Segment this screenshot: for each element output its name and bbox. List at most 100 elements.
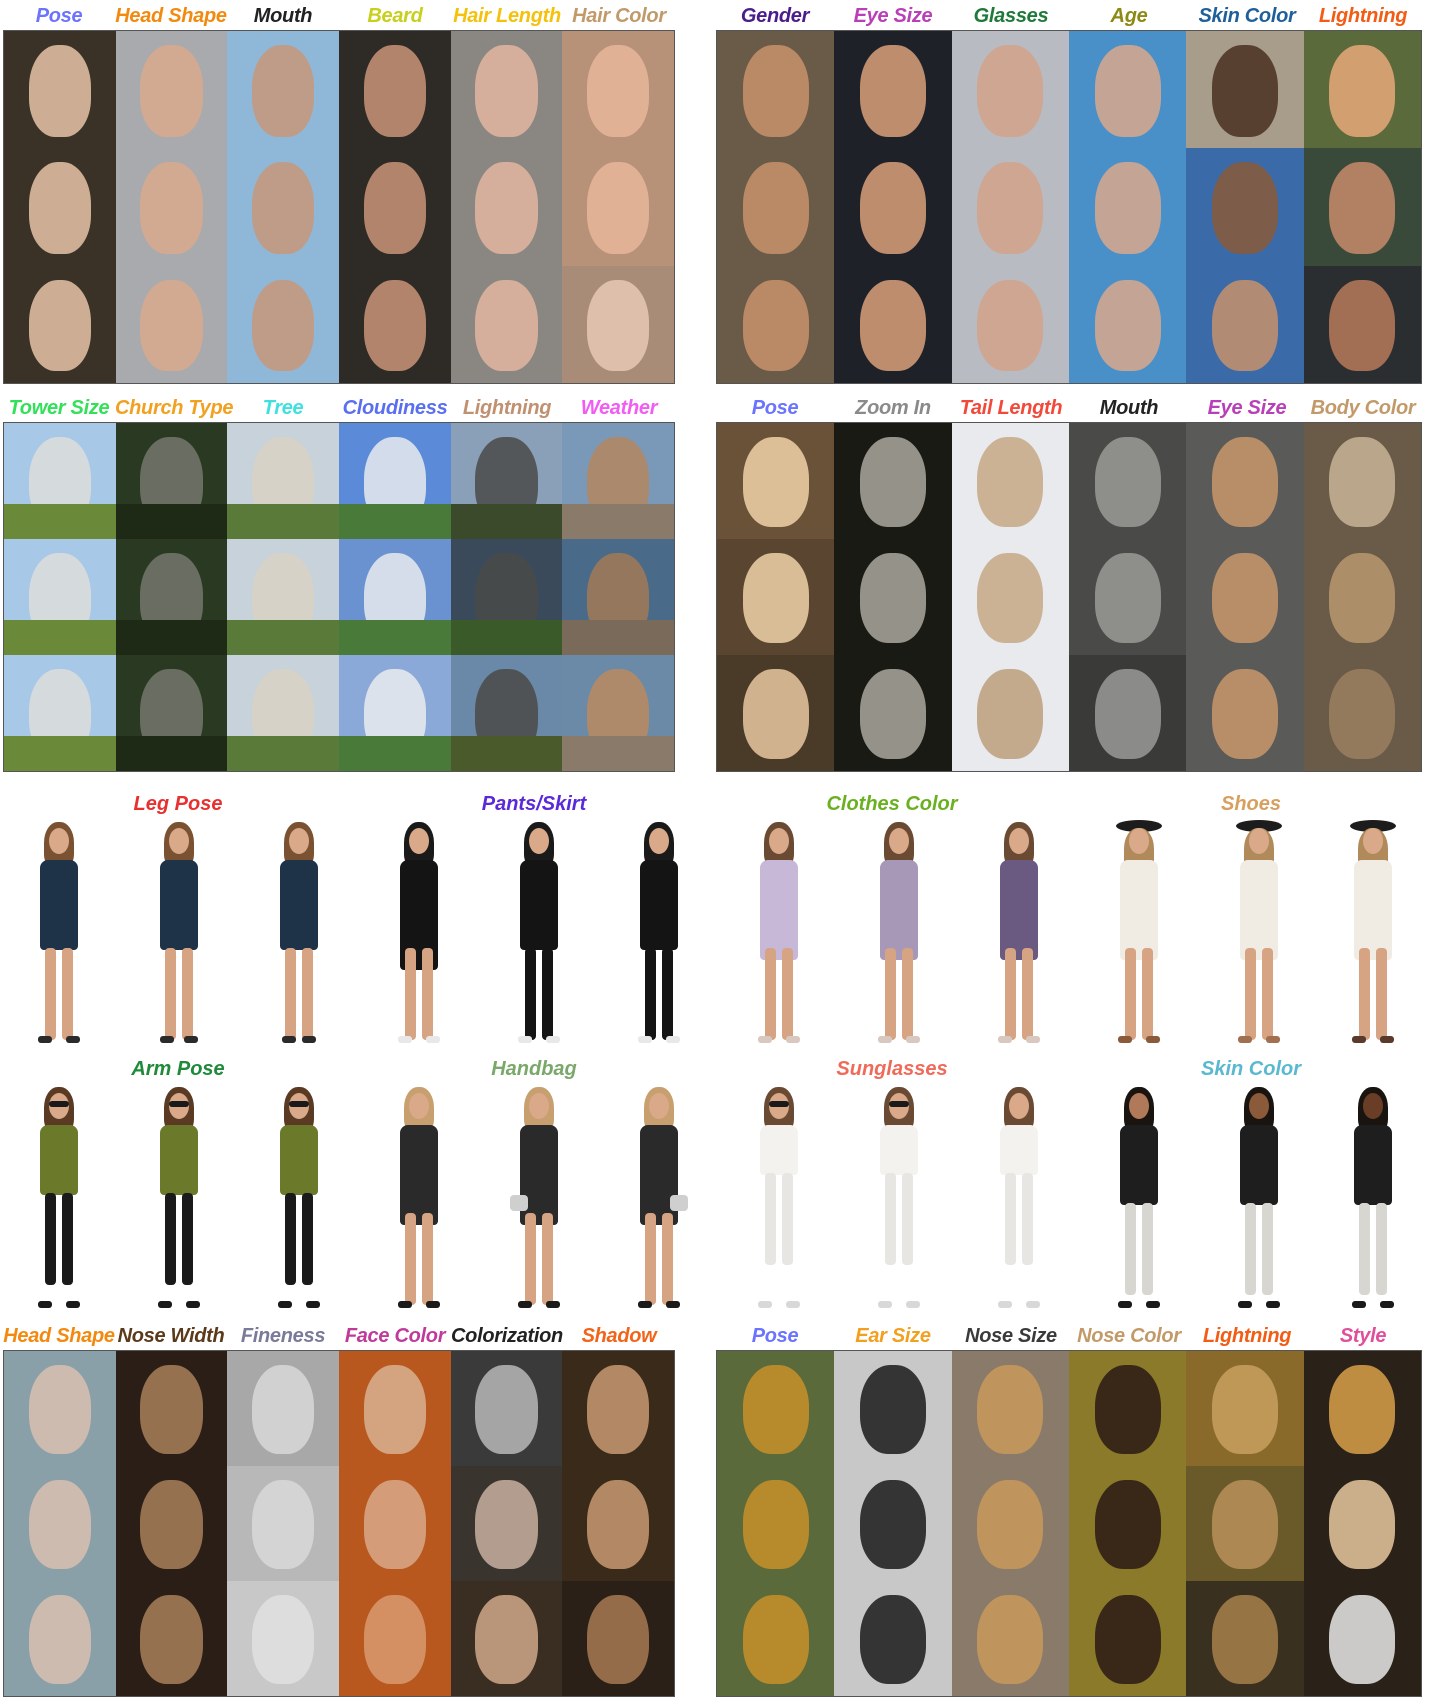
church-image bbox=[4, 539, 116, 655]
animal-image bbox=[834, 1466, 952, 1581]
label-eye-size: Eye Size bbox=[853, 5, 933, 27]
fashion-model-image bbox=[616, 820, 702, 1050]
fashion-model-image bbox=[496, 820, 582, 1050]
portrait-image bbox=[227, 1351, 339, 1466]
label-nose-width: Nose Width bbox=[117, 1325, 225, 1347]
portrait-image bbox=[115, 1351, 228, 1466]
fashion-model-image bbox=[256, 820, 342, 1050]
label-body-color: Body Color bbox=[1310, 397, 1416, 419]
label-colorization: Colorization bbox=[451, 1325, 563, 1347]
cat-image bbox=[1303, 655, 1421, 771]
portrait-image bbox=[562, 1466, 674, 1581]
face-image bbox=[1069, 31, 1187, 149]
face-image bbox=[562, 31, 674, 149]
label-glasses: Glasses bbox=[973, 5, 1049, 27]
face-image bbox=[4, 31, 116, 149]
label-nose-size: Nose Size bbox=[965, 1325, 1057, 1347]
face-image bbox=[450, 148, 563, 266]
face-image bbox=[1303, 265, 1421, 383]
church-image bbox=[450, 655, 563, 771]
cat-image bbox=[951, 655, 1069, 771]
church-image bbox=[562, 423, 674, 539]
face-image bbox=[115, 31, 228, 149]
animal-image bbox=[951, 1351, 1069, 1466]
animal-image bbox=[1069, 1466, 1187, 1581]
fashion-model-image bbox=[976, 1085, 1062, 1315]
fashion-model-image bbox=[736, 1085, 822, 1315]
animal-image bbox=[1303, 1466, 1421, 1581]
faces-panel-header: Pose Head Shape Mouth Beard Hair Length … bbox=[3, 2, 675, 30]
portrait-image bbox=[338, 1351, 451, 1466]
church-image bbox=[115, 655, 228, 771]
label-lightning: Lightning bbox=[1202, 1325, 1292, 1347]
face-image bbox=[1186, 265, 1304, 383]
label-mouth: Mouth bbox=[253, 5, 313, 27]
face-image bbox=[338, 148, 451, 266]
fashion-model-image bbox=[1330, 1085, 1416, 1315]
label-nose-color: Nose Color bbox=[1077, 1325, 1181, 1347]
label-shadow: Shadow bbox=[581, 1325, 657, 1347]
portrait-image bbox=[450, 1351, 563, 1466]
church-image bbox=[338, 423, 451, 539]
church-image bbox=[227, 539, 339, 655]
face-image bbox=[338, 31, 451, 149]
faces-image-grid bbox=[3, 30, 675, 384]
church-image bbox=[115, 539, 228, 655]
face-image bbox=[450, 265, 563, 383]
face-image bbox=[115, 148, 228, 266]
portrait-image bbox=[4, 1466, 116, 1581]
label-beard: Beard bbox=[367, 5, 423, 27]
church-image bbox=[450, 539, 563, 655]
animal-panel-header: Pose Ear Size Nose Size Nose Color Light… bbox=[716, 1322, 1422, 1350]
face-image bbox=[1069, 265, 1187, 383]
animal-image bbox=[1186, 1466, 1304, 1581]
animal-image bbox=[1069, 1581, 1187, 1696]
cat-panel: Pose Zoom In Tail Length Mouth Eye Size … bbox=[716, 394, 1422, 772]
face-image bbox=[1303, 31, 1421, 149]
label-cloudiness: Cloudiness bbox=[342, 397, 448, 419]
face-image bbox=[717, 31, 835, 149]
face-image bbox=[1069, 148, 1187, 266]
cat-image bbox=[834, 539, 952, 655]
face-image bbox=[227, 148, 339, 266]
label-shoes: Shoes bbox=[1220, 793, 1282, 815]
face-image bbox=[717, 148, 835, 266]
animal-image bbox=[1186, 1581, 1304, 1696]
faces2-image-grid bbox=[716, 30, 1422, 384]
fashion-model-image bbox=[856, 820, 942, 1050]
portrait-image bbox=[115, 1466, 228, 1581]
fashion-model-image bbox=[16, 820, 102, 1050]
animal-image-grid bbox=[716, 1350, 1422, 1697]
label-pants-skirt: Pants/Skirt bbox=[481, 793, 587, 815]
art-image-grid bbox=[3, 1350, 675, 1697]
label-pose: Pose bbox=[751, 397, 799, 419]
animal-image bbox=[834, 1351, 952, 1466]
faces-panel: Pose Head Shape Mouth Beard Hair Length … bbox=[3, 2, 675, 384]
label-tower-size: Tower Size bbox=[8, 397, 110, 419]
cat-panel-header: Pose Zoom In Tail Length Mouth Eye Size … bbox=[716, 394, 1422, 422]
label-gender: Gender bbox=[740, 5, 810, 27]
face-image bbox=[1186, 31, 1304, 149]
label-pose: Pose bbox=[751, 1325, 799, 1347]
face-image bbox=[834, 31, 952, 149]
church-panel: Tower Size Church Type Tree Cloudiness L… bbox=[3, 394, 675, 772]
animal-image bbox=[834, 1581, 952, 1696]
face-image bbox=[1303, 148, 1421, 266]
church-image bbox=[338, 539, 451, 655]
label-eye-size: Eye Size bbox=[1207, 397, 1287, 419]
portrait-image bbox=[338, 1581, 451, 1696]
label-face-color: Face Color bbox=[344, 1325, 446, 1347]
church-panel-header: Tower Size Church Type Tree Cloudiness L… bbox=[3, 394, 675, 422]
cat-image bbox=[834, 423, 952, 539]
label-fineness: Fineness bbox=[240, 1325, 326, 1347]
face-image bbox=[834, 148, 952, 266]
cat-image bbox=[1069, 423, 1187, 539]
face-image bbox=[227, 265, 339, 383]
fashion-model-image bbox=[136, 1085, 222, 1315]
animal-image bbox=[951, 1466, 1069, 1581]
fashion-model-image bbox=[376, 820, 462, 1050]
cat-image bbox=[717, 539, 835, 655]
cat-image bbox=[1069, 539, 1187, 655]
fashion-model-image bbox=[856, 1085, 942, 1315]
animal-image bbox=[1303, 1581, 1421, 1696]
